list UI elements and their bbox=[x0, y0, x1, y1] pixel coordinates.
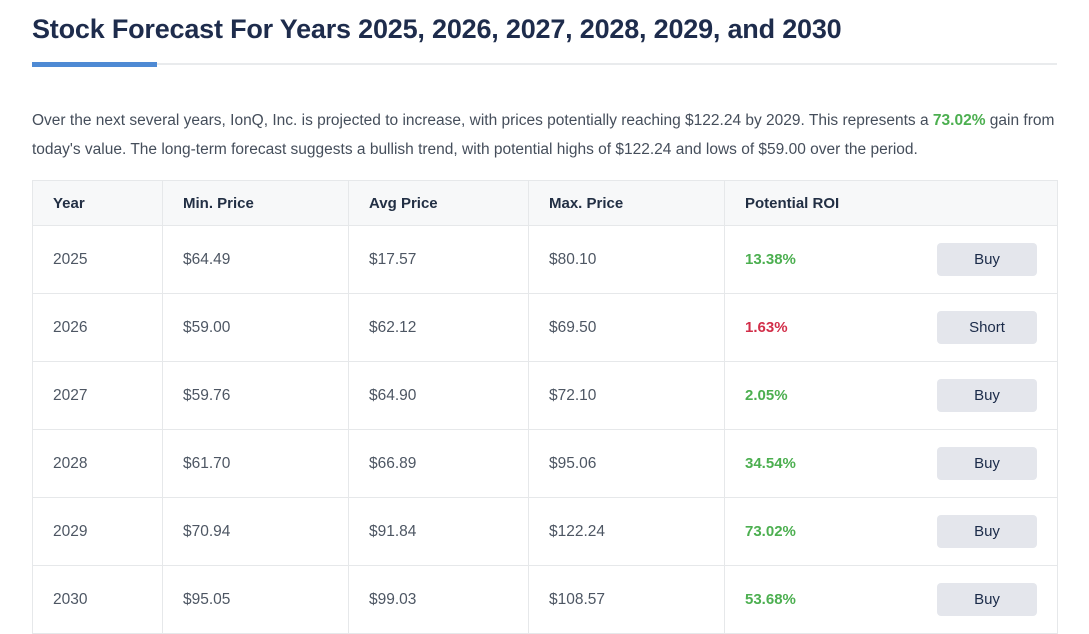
min-price-cell: $61.70 bbox=[162, 429, 349, 499]
roi-cell-content: 53.68% Buy bbox=[745, 583, 1037, 617]
roi-cell-content: 13.38% Buy bbox=[745, 243, 1037, 277]
forecast-summary: Over the next several years, IonQ, Inc. … bbox=[32, 106, 1057, 164]
buy-button-2027[interactable]: Buy bbox=[937, 379, 1037, 413]
column-header-avg-price: Avg Price bbox=[348, 180, 529, 227]
roi-cell: 73.02% Buy bbox=[724, 497, 1058, 567]
avg-price-cell: $17.57 bbox=[348, 225, 529, 295]
min-price-cell: $59.76 bbox=[162, 361, 349, 431]
forecast-table: Year Min. Price Avg Price Max. Price Pot… bbox=[32, 180, 1058, 634]
summary-text-after: gain from today's value. The long-term f… bbox=[32, 112, 1055, 159]
roi-cell-content: 73.02% Buy bbox=[745, 515, 1037, 549]
min-price-cell: $95.05 bbox=[162, 565, 349, 634]
roi-cell: 1.63% Short bbox=[724, 293, 1058, 363]
max-price-cell: $69.50 bbox=[528, 293, 725, 363]
roi-cell: 34.54% Buy bbox=[724, 429, 1058, 499]
table-row-2028: 2028 $61.70 $66.89 $95.06 34.54% Buy bbox=[32, 429, 1058, 499]
roi-value: 53.68% bbox=[745, 591, 796, 609]
buy-button-2025[interactable]: Buy bbox=[937, 243, 1037, 277]
avg-price-cell: $62.12 bbox=[348, 293, 529, 363]
roi-cell: 13.38% Buy bbox=[724, 225, 1058, 295]
summary-text-before: Over the next several years, IonQ, Inc. … bbox=[32, 112, 933, 130]
year-cell: 2027 bbox=[32, 361, 163, 431]
year-cell: 2028 bbox=[32, 429, 163, 499]
year-cell: 2030 bbox=[32, 565, 163, 634]
max-price-cell: $95.06 bbox=[528, 429, 725, 499]
max-price-cell: $108.57 bbox=[528, 565, 725, 634]
min-price-cell: $64.49 bbox=[162, 225, 349, 295]
divider-gray-line bbox=[32, 63, 1057, 66]
column-header-year: Year bbox=[32, 180, 163, 227]
table-row-2025: 2025 $64.49 $17.57 $80.10 13.38% Buy bbox=[32, 225, 1058, 295]
column-header-min-price: Min. Price bbox=[162, 180, 349, 227]
roi-cell: 2.05% Buy bbox=[724, 361, 1058, 431]
max-price-cell: $72.10 bbox=[528, 361, 725, 431]
roi-value: 1.63% bbox=[745, 319, 788, 337]
buy-button-2030[interactable]: Buy bbox=[937, 583, 1037, 617]
avg-price-cell: $99.03 bbox=[348, 565, 529, 634]
roi-value: 13.38% bbox=[745, 251, 796, 269]
max-price-cell: $80.10 bbox=[528, 225, 725, 295]
roi-cell-content: 2.05% Buy bbox=[745, 379, 1037, 413]
avg-price-cell: $91.84 bbox=[348, 497, 529, 567]
table-row-2026: 2026 $59.00 $62.12 $69.50 1.63% Short bbox=[32, 293, 1058, 363]
divider-accent-bar bbox=[32, 62, 157, 68]
column-header-max-price: Max. Price bbox=[528, 180, 725, 227]
year-cell: 2026 bbox=[32, 293, 163, 363]
short-button-2026[interactable]: Short bbox=[937, 311, 1037, 345]
column-header-potential-roi: Potential ROI bbox=[724, 180, 1058, 227]
table-row-2029: 2029 $70.94 $91.84 $122.24 73.02% Buy bbox=[32, 497, 1058, 567]
summary-roi-highlight: 73.02% bbox=[932, 112, 986, 130]
page-title: Stock Forecast For Years 2025, 2026, 202… bbox=[32, 14, 842, 44]
table-header-row: Year Min. Price Avg Price Max. Price Pot… bbox=[32, 180, 1058, 227]
max-price-cell: $122.24 bbox=[528, 497, 725, 567]
min-price-cell: $59.00 bbox=[162, 293, 349, 363]
title-divider bbox=[32, 62, 1057, 68]
roi-cell: 53.68% Buy bbox=[724, 565, 1058, 634]
roi-value: 34.54% bbox=[745, 455, 796, 473]
roi-cell-content: 1.63% Short bbox=[745, 311, 1037, 345]
year-cell: 2025 bbox=[32, 225, 163, 295]
min-price-cell: $70.94 bbox=[162, 497, 349, 567]
roi-cell-content: 34.54% Buy bbox=[745, 447, 1037, 481]
table-row-2027: 2027 $59.76 $64.90 $72.10 2.05% Buy bbox=[32, 361, 1058, 431]
buy-button-2029[interactable]: Buy bbox=[937, 515, 1037, 549]
roi-value: 73.02% bbox=[745, 523, 796, 541]
roi-value: 2.05% bbox=[745, 387, 788, 405]
buy-button-2028[interactable]: Buy bbox=[937, 447, 1037, 481]
year-cell: 2029 bbox=[32, 497, 163, 567]
avg-price-cell: $66.89 bbox=[348, 429, 529, 499]
table-row-2030: 2030 $95.05 $99.03 $108.57 53.68% Buy bbox=[32, 565, 1058, 634]
avg-price-cell: $64.90 bbox=[348, 361, 529, 431]
